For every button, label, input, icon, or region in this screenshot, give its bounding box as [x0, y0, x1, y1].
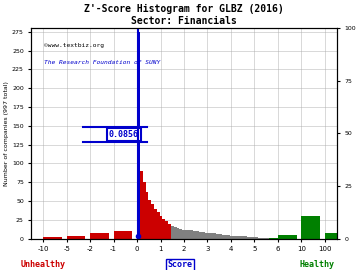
Bar [182, 230, 185, 239]
Bar [143, 182, 145, 239]
Bar [67, 236, 85, 239]
Bar [196, 231, 199, 239]
Bar [199, 232, 202, 239]
Bar [171, 226, 174, 239]
Bar [140, 171, 143, 239]
Bar [137, 32, 140, 239]
Bar [165, 221, 168, 239]
Y-axis label: Number of companies (997 total): Number of companies (997 total) [4, 81, 9, 186]
Bar [154, 209, 157, 239]
Bar [267, 238, 269, 239]
Bar [236, 236, 238, 239]
Bar [221, 235, 224, 239]
Bar [244, 237, 247, 239]
Bar [213, 234, 216, 239]
Bar [219, 234, 221, 239]
Bar [224, 235, 227, 239]
Bar [255, 237, 258, 239]
Bar [264, 238, 267, 239]
Bar [269, 238, 272, 239]
Bar [168, 224, 171, 239]
Bar [114, 231, 132, 239]
Bar [190, 230, 193, 239]
Bar [227, 235, 230, 239]
Bar [253, 237, 255, 239]
Text: The Research Foundation of SUNY: The Research Foundation of SUNY [44, 60, 160, 65]
Bar [151, 204, 154, 239]
Bar [174, 227, 176, 239]
Bar [301, 216, 320, 239]
Bar [216, 234, 219, 239]
Text: Unhealthy: Unhealthy [21, 260, 66, 269]
Bar [241, 237, 244, 239]
Bar [250, 237, 253, 239]
Bar [210, 234, 213, 239]
Bar [90, 233, 109, 239]
Bar [202, 232, 205, 239]
Bar [162, 219, 165, 239]
Bar [272, 238, 275, 239]
Bar [275, 238, 278, 239]
Bar [43, 237, 62, 239]
Bar [159, 216, 162, 239]
Bar [176, 228, 179, 239]
Bar [278, 235, 297, 239]
Bar [207, 233, 210, 239]
Text: 0.0856: 0.0856 [109, 130, 139, 139]
Bar [238, 237, 241, 239]
Bar [325, 233, 343, 239]
Text: Score: Score [167, 260, 193, 269]
Text: Healthy: Healthy [299, 260, 334, 269]
Bar [179, 229, 182, 239]
Bar [193, 231, 196, 239]
Bar [205, 233, 207, 239]
Bar [145, 192, 148, 239]
Bar [261, 238, 264, 239]
Bar [230, 236, 233, 239]
Bar [185, 230, 188, 239]
Bar [188, 230, 190, 239]
Bar [258, 238, 261, 239]
Text: ©www.textbiz.org: ©www.textbiz.org [44, 43, 104, 48]
Bar [247, 237, 250, 239]
Bar [157, 212, 159, 239]
Bar [148, 200, 151, 239]
Bar [233, 236, 236, 239]
Title: Z'-Score Histogram for GLBZ (2016)
Sector: Financials: Z'-Score Histogram for GLBZ (2016) Secto… [84, 4, 284, 26]
